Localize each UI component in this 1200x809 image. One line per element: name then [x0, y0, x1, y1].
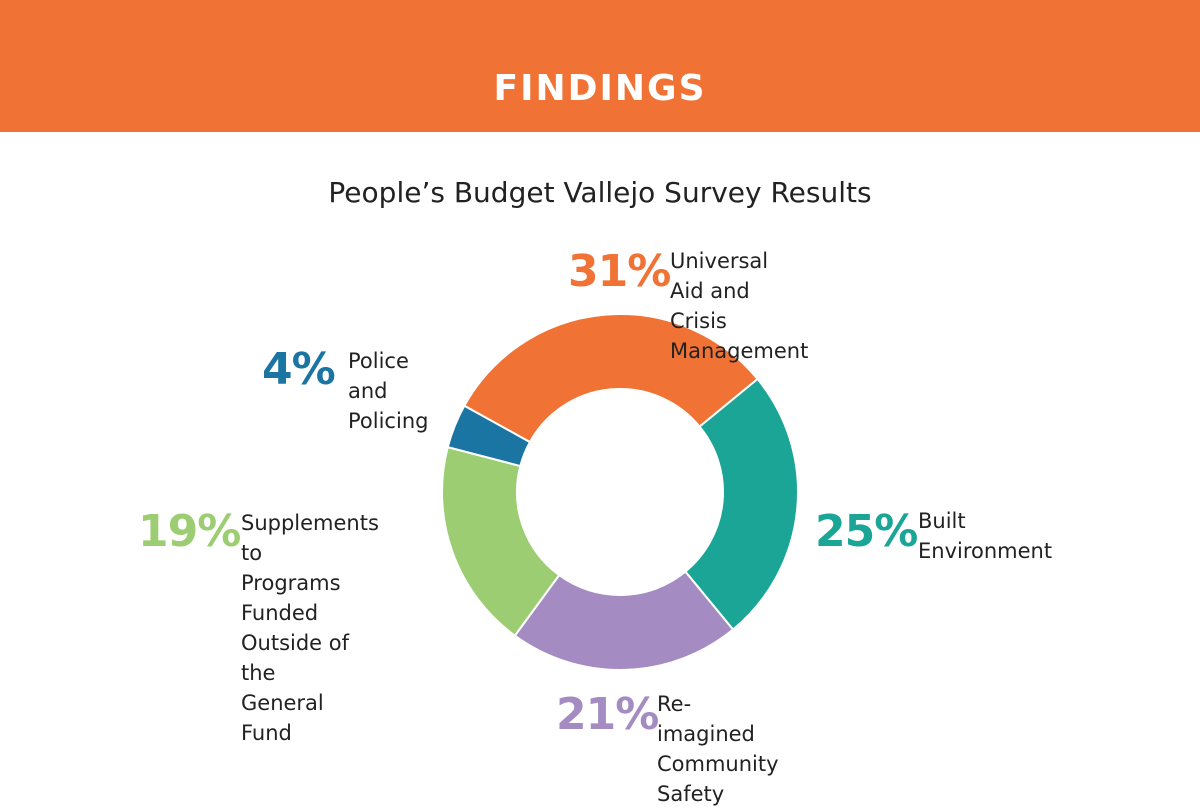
- category-label-supplements: Supplements to Programs Funded Outside o…: [241, 511, 379, 745]
- findings-banner: [0, 0, 1200, 132]
- value-label-universal-aid: 31%: [568, 246, 671, 297]
- value-label-supplements: 19%: [138, 506, 241, 557]
- category-label-built-environment: Built Environment: [918, 509, 1053, 563]
- slice-police: [446, 404, 532, 468]
- slice-universal-aid: [462, 313, 759, 444]
- category-label-community-safety: Re-imagined Community Safety: [657, 692, 779, 806]
- value-label-police: 4%: [262, 344, 336, 395]
- slice-community-safety: [513, 570, 735, 671]
- value-label-community-safety: 21%: [556, 689, 659, 740]
- slice-supplements: [441, 445, 561, 638]
- slice-built-environment: [683, 377, 799, 631]
- category-label-police: Police and Policing: [348, 349, 429, 433]
- donut-chart: [441, 313, 799, 671]
- banner-title: FINDINGS: [493, 68, 707, 109]
- chart-title: People’s Budget Vallejo Survey Results: [328, 176, 872, 209]
- category-label-universal-aid: Universal Aid and Crisis Management: [670, 249, 809, 363]
- value-label-built-environment: 25%: [815, 506, 918, 557]
